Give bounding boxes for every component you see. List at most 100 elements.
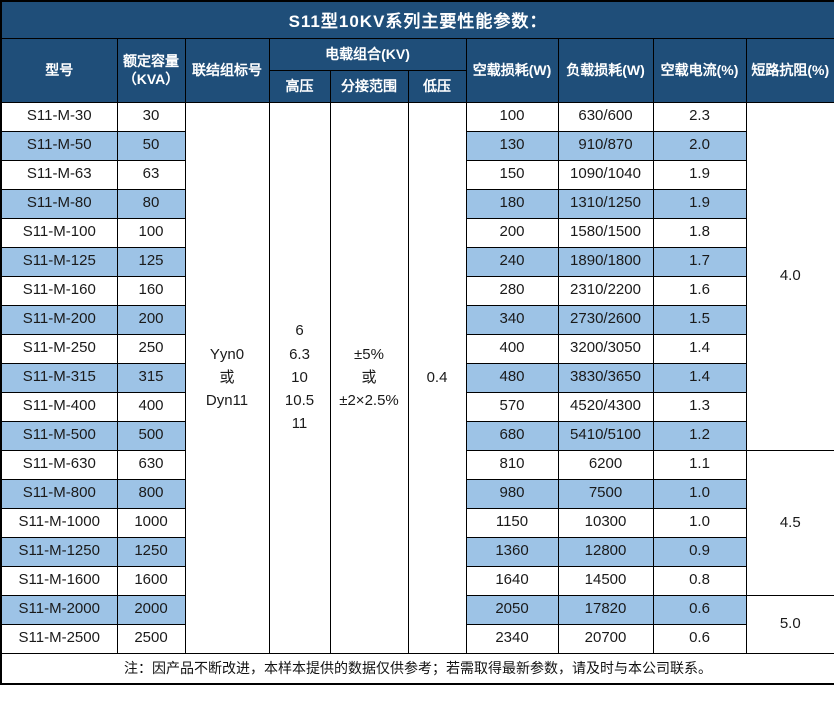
cell-impedance-group-3: 5.0 (745, 594, 834, 654)
cell-load-loss: 1580/1500 (557, 217, 654, 248)
table-row: S11-M-80 80 180 1310/1250 1.9 (0, 188, 834, 219)
header-impedance: 短路抗阻(%) (745, 37, 834, 103)
cell-load-loss: 630/600 (557, 101, 654, 132)
cell-load-loss: 6200 (557, 449, 654, 480)
cell-load-loss: 2730/2600 (557, 304, 654, 335)
cell-no-load-loss: 980 (465, 478, 559, 509)
cell-load-loss: 4520/4300 (557, 391, 654, 422)
table-row: S11-M-2500 2500 2340 20700 0.6 (0, 623, 834, 654)
cell-no-load-current: 1.5 (652, 304, 747, 335)
cell-no-load-loss: 340 (465, 304, 559, 335)
cell-no-load-loss: 400 (465, 333, 559, 364)
cell-capacity: 63 (116, 159, 186, 190)
cell-no-load-current: 1.7 (652, 246, 747, 277)
cell-no-load-current: 0.6 (652, 594, 747, 625)
header-model: 型号 (0, 37, 118, 103)
cell-no-load-current: 1.3 (652, 391, 747, 422)
header-load-loss: 负载损耗(W) (557, 37, 654, 103)
header-no-load-loss: 空载损耗(W) (465, 37, 559, 103)
table-row: S11-M-200 200 340 2730/2600 1.5 (0, 304, 834, 335)
cell-no-load-current: 1.9 (652, 188, 747, 219)
cell-no-load-current: 2.3 (652, 101, 747, 132)
cell-no-load-current: 1.4 (652, 362, 747, 393)
cell-model: S11-M-500 (0, 420, 118, 451)
cell-no-load-current: 1.1 (652, 449, 747, 480)
table-row: S11-M-1250 1250 1360 12800 0.9 (0, 536, 834, 567)
table-row: S11-M-315 315 480 3830/3650 1.4 (0, 362, 834, 393)
header-tap-range: 分接范围 (329, 69, 409, 103)
cell-no-load-current: 0.8 (652, 565, 747, 596)
cell-load-loss: 2310/2200 (557, 275, 654, 306)
cell-load-loss: 3200/3050 (557, 333, 654, 364)
cell-capacity: 80 (116, 188, 186, 219)
cell-load-loss: 7500 (557, 478, 654, 509)
cell-no-load-loss: 280 (465, 275, 559, 306)
cell-capacity: 200 (116, 304, 186, 335)
cell-no-load-current: 1.0 (652, 478, 747, 509)
cell-model: S11-M-1000 (0, 507, 118, 538)
cell-model: S11-M-1600 (0, 565, 118, 596)
cell-capacity: 1600 (116, 565, 186, 596)
cell-load-loss: 14500 (557, 565, 654, 596)
cell-tap-range: ±5% 或 ±2×2.5% (329, 101, 409, 654)
cell-load-loss: 3830/3650 (557, 362, 654, 393)
cell-no-load-current: 1.6 (652, 275, 747, 306)
cell-model: S11-M-2000 (0, 594, 118, 625)
cell-no-load-loss: 180 (465, 188, 559, 219)
cell-capacity: 1250 (116, 536, 186, 567)
cell-load-loss: 1890/1800 (557, 246, 654, 277)
table-row: S11-M-1600 1600 1640 14500 0.8 (0, 565, 834, 596)
table-row: S11-M-2000 2000 2050 17820 0.6 5.0 (0, 594, 834, 654)
table-row: S11-M-400 400 570 4520/4300 1.3 (0, 391, 834, 422)
table-row: S11-M-160 160 280 2310/2200 1.6 (0, 275, 834, 306)
cell-capacity: 50 (116, 130, 186, 161)
cell-model: S11-M-2500 (0, 623, 118, 654)
cell-model: S11-M-160 (0, 275, 118, 306)
cell-no-load-loss: 2340 (465, 623, 559, 654)
cell-load-loss: 17820 (557, 594, 654, 625)
footnote: 注：因产品不断改进，本样本提供的数据仅供参考；若需取得最新参数，请及时与本公司联… (0, 652, 834, 685)
cell-capacity: 160 (116, 275, 186, 306)
header-voltage-group: 电载组合(KV) (268, 37, 467, 71)
cell-load-loss: 5410/5100 (557, 420, 654, 451)
cell-model: S11-M-1250 (0, 536, 118, 567)
cell-model: S11-M-630 (0, 449, 118, 480)
transformer-spec-table: S11型10KV系列主要性能参数： 型号 额定容量 （KVA） 联结组标号 电载… (0, 0, 834, 685)
cell-no-load-loss: 810 (465, 449, 559, 480)
cell-no-load-current: 0.6 (652, 623, 747, 654)
cell-model: S11-M-125 (0, 246, 118, 277)
cell-load-loss: 20700 (557, 623, 654, 654)
cell-capacity: 100 (116, 217, 186, 248)
cell-capacity: 30 (116, 101, 186, 132)
cell-no-load-loss: 2050 (465, 594, 559, 625)
cell-capacity: 630 (116, 449, 186, 480)
cell-model: S11-M-400 (0, 391, 118, 422)
table-row: S11-M-50 50 130 910/870 2.0 (0, 130, 834, 161)
cell-load-loss: 1310/1250 (557, 188, 654, 219)
cell-no-load-loss: 1640 (465, 565, 559, 596)
header-capacity: 额定容量 （KVA） (116, 37, 186, 103)
cell-impedance-group-1: 4.0 (745, 101, 834, 451)
header-row-2: 高压 分接范围 低压 (1, 69, 834, 103)
header-no-load-current: 空载电流(%) (652, 37, 747, 103)
cell-capacity: 2000 (116, 594, 186, 625)
footer-row: 注：因产品不断改进，本样本提供的数据仅供参考；若需取得最新参数，请及时与本公司联… (0, 652, 834, 685)
cell-model: S11-M-63 (0, 159, 118, 190)
cell-no-load-loss: 150 (465, 159, 559, 190)
cell-capacity: 315 (116, 362, 186, 393)
header-row-1: 型号 额定容量 （KVA） 联结组标号 电载组合(KV) 空载损耗(W) 负载损… (0, 37, 834, 103)
cell-no-load-current: 2.0 (652, 130, 747, 161)
cell-model: S11-M-80 (0, 188, 118, 219)
cell-lv: 0.4 (407, 101, 467, 654)
cell-capacity: 125 (116, 246, 186, 277)
cell-model: S11-M-315 (0, 362, 118, 393)
cell-no-load-loss: 1360 (465, 536, 559, 567)
cell-impedance-group-2: 4.5 (745, 449, 834, 596)
cell-no-load-loss: 570 (465, 391, 559, 422)
cell-capacity: 800 (116, 478, 186, 509)
table-row: S11-M-30 30 Yyn0 或 Dyn11 6 6.3 10 10.5 1… (0, 101, 834, 654)
cell-model: S11-M-250 (0, 333, 118, 364)
cell-no-load-loss: 480 (465, 362, 559, 393)
cell-capacity: 1000 (116, 507, 186, 538)
page-title: S11型10KV系列主要性能参数： (0, 0, 834, 39)
